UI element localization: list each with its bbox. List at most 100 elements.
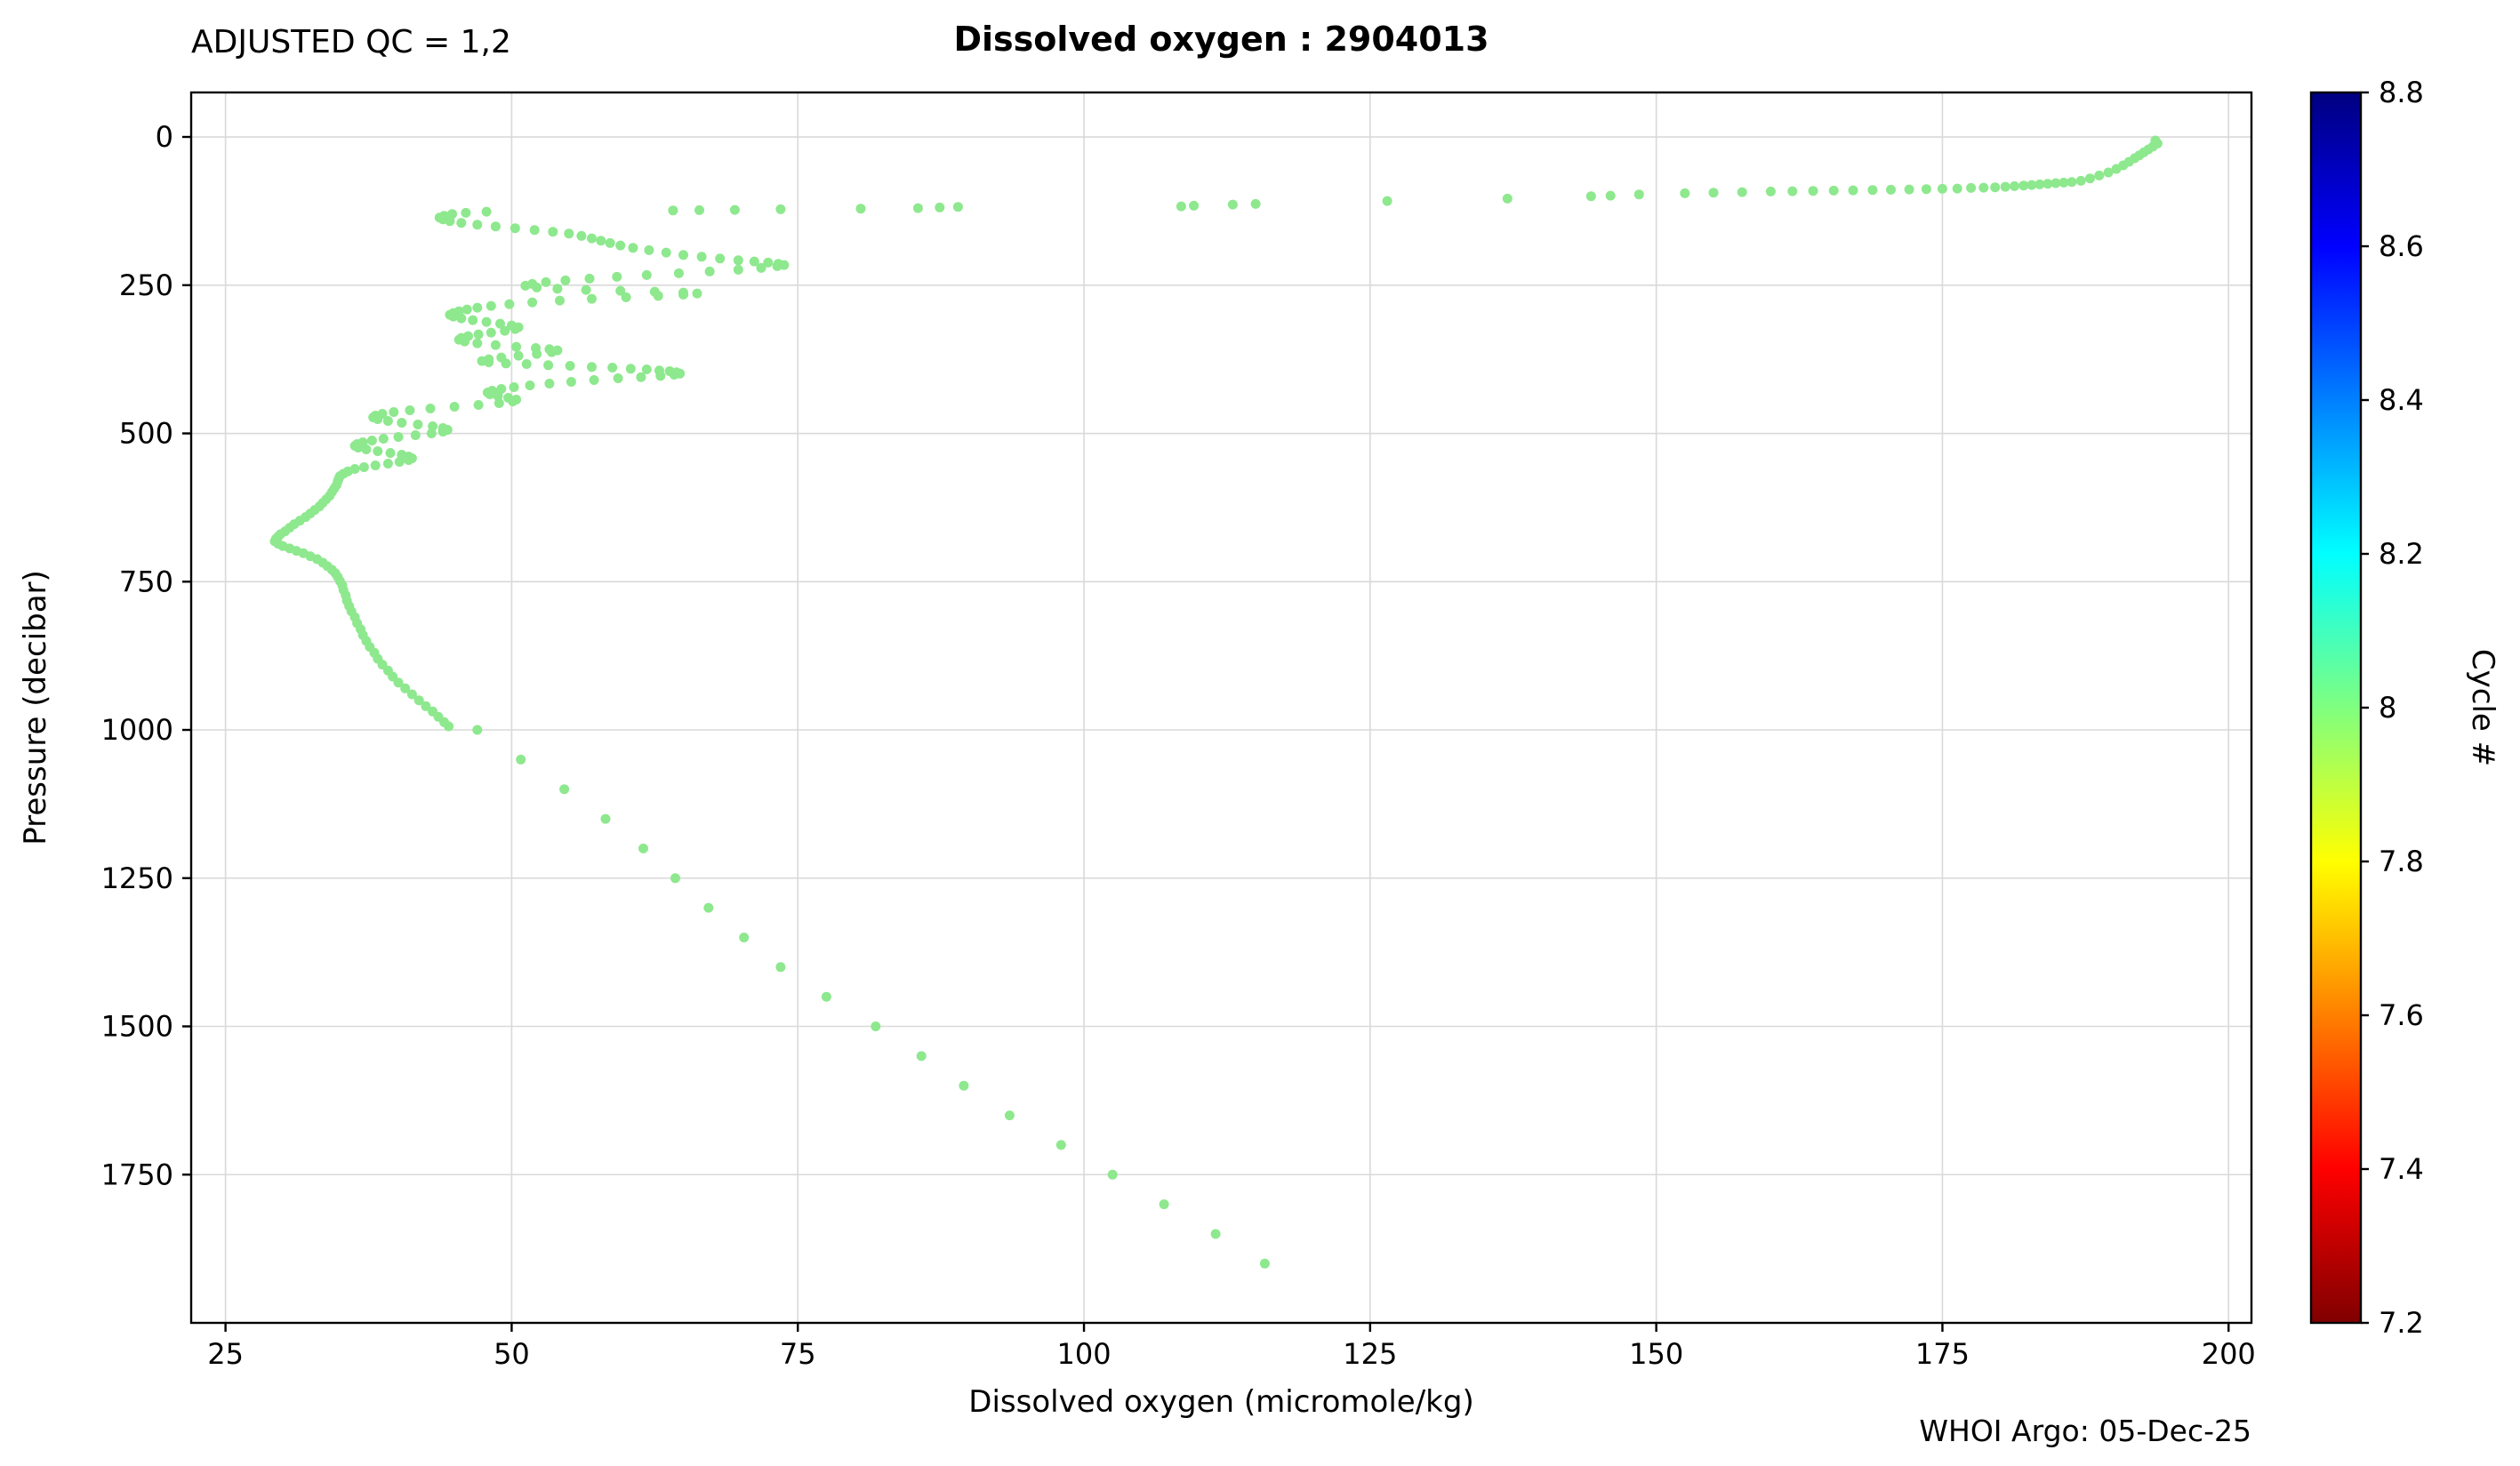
- data-point: [2075, 175, 2086, 186]
- data-point: [1585, 191, 1596, 202]
- data-point: [1886, 184, 1896, 195]
- data-point: [385, 448, 396, 458]
- data-point: [621, 292, 631, 302]
- data-point: [490, 221, 501, 232]
- data-point: [607, 363, 618, 373]
- data-point: [2111, 164, 2122, 174]
- data-point: [628, 243, 638, 253]
- data-point: [871, 1021, 881, 1031]
- data-point: [1176, 201, 1186, 212]
- data-point: [584, 273, 595, 284]
- data-point: [393, 677, 404, 688]
- x-tick-label: 25: [207, 1337, 244, 1371]
- data-point: [405, 405, 415, 415]
- data-point: [596, 236, 606, 246]
- data-point: [729, 204, 740, 215]
- data-point: [494, 398, 504, 408]
- data-point: [353, 443, 364, 453]
- colorbar-label: Cycle #: [2465, 648, 2500, 767]
- data-point: [394, 457, 405, 467]
- data-point: [486, 327, 496, 338]
- data-point: [587, 362, 597, 373]
- data-point: [404, 455, 414, 465]
- data-point: [1210, 1229, 1221, 1239]
- data-point: [370, 461, 381, 470]
- data-point: [625, 364, 636, 374]
- data-point: [406, 689, 417, 700]
- data-point: [1107, 1169, 1118, 1180]
- data-point: [393, 432, 404, 442]
- data-point: [733, 264, 743, 275]
- data-point: [2010, 180, 2019, 191]
- data-point: [552, 284, 563, 294]
- data-point: [473, 329, 484, 340]
- data-point: [756, 262, 766, 273]
- data-point: [1952, 183, 1962, 194]
- data-point: [2034, 179, 2045, 189]
- data-point: [410, 430, 421, 440]
- data-point: [504, 299, 515, 309]
- data-point: [426, 429, 437, 438]
- x-tick-label: 175: [1915, 1337, 1970, 1371]
- data-point: [1250, 198, 1261, 209]
- data-point: [1848, 185, 1858, 196]
- data-point: [413, 695, 424, 706]
- data-point: [456, 313, 467, 324]
- data-point: [1737, 187, 1747, 197]
- chart-title: Dissolved oxygen : 2904013: [953, 20, 1489, 59]
- data-point: [1978, 182, 1989, 193]
- data-point: [559, 784, 570, 795]
- data-point: [644, 244, 654, 255]
- data-point: [2085, 173, 2095, 184]
- data-point: [565, 361, 575, 371]
- data-point: [1680, 188, 1690, 198]
- data-point: [361, 445, 372, 454]
- colorbar-tick-label: 7.4: [2379, 1152, 2424, 1186]
- data-point: [704, 266, 715, 276]
- data-point: [715, 253, 726, 264]
- data-point: [2026, 180, 2037, 190]
- data-point: [1708, 188, 1719, 198]
- data-point: [581, 284, 591, 295]
- colorbar-tick-label: 7.2: [2379, 1306, 2424, 1340]
- colorbar-tick-label: 7.6: [2379, 998, 2424, 1032]
- data-point: [587, 233, 597, 244]
- data-point: [653, 291, 663, 301]
- data-point: [952, 202, 963, 212]
- y-tick-label: 500: [119, 417, 173, 451]
- data-point: [1227, 199, 1238, 210]
- data-point: [547, 347, 557, 357]
- data-point: [421, 701, 431, 711]
- data-point: [509, 382, 519, 392]
- data-point: [669, 370, 679, 380]
- data-point: [389, 407, 399, 417]
- data-point: [481, 316, 492, 327]
- x-tick-label: 50: [494, 1337, 530, 1371]
- data-point: [694, 204, 704, 215]
- data-point: [772, 260, 782, 271]
- data-point: [510, 223, 520, 234]
- data-point: [472, 220, 483, 230]
- data-point: [2018, 180, 2029, 191]
- data-point: [486, 300, 496, 311]
- data-point: [1382, 196, 1392, 206]
- data-point: [461, 304, 472, 315]
- data-point: [1004, 1110, 1015, 1121]
- data-point: [1633, 189, 1644, 200]
- y-axis-label: Pressure (decibar): [18, 570, 53, 845]
- data-point: [763, 257, 774, 268]
- data-point: [855, 204, 866, 214]
- data-point: [959, 1080, 969, 1091]
- x-tick-label: 75: [780, 1337, 816, 1371]
- data-point: [1921, 184, 1931, 195]
- data-point: [668, 205, 678, 216]
- data-point: [500, 325, 510, 336]
- data-point: [1787, 186, 1798, 196]
- data-point: [445, 216, 455, 227]
- data-point: [641, 364, 652, 374]
- y-tick-label: 0: [156, 120, 173, 154]
- data-point: [564, 228, 574, 239]
- x-tick-label: 150: [1629, 1337, 1683, 1371]
- data-point: [2103, 167, 2114, 178]
